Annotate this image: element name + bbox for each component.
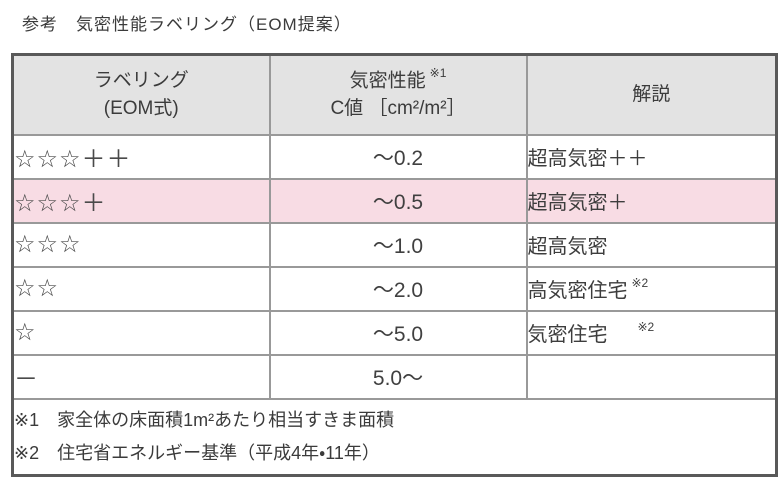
header-cvalue-title: 気密性能 (349, 70, 426, 92)
footnotes-row: ※1 家全体の床面積1m²あたり相当すきま面積 ※2 住宅省エネルギー基準（平成… (11, 397, 778, 477)
description-text: 超高気密＋＋ (527, 148, 648, 170)
cvalue: ～1.0 (268, 221, 528, 268)
description (525, 353, 778, 400)
rating-stars: ☆ (11, 309, 271, 356)
rating-stars: ☆☆☆ (11, 221, 271, 268)
table-row: － 5.0～ (11, 353, 778, 400)
cvalue: ～0.5 (268, 177, 528, 224)
description-text: 超高気密＋ (527, 192, 628, 214)
cvalue: ～2.0 (268, 265, 528, 312)
footnotes-cell: ※1 家全体の床面積1m²あたり相当すきま面積 ※2 住宅省エネルギー基準（平成… (11, 397, 778, 477)
description: 超高気密 (525, 221, 778, 268)
description: 超高気密＋＋ (525, 133, 778, 180)
cvalue: ～5.0 (268, 309, 528, 356)
header-cvalue: 気密性能 ※1 C値 ［cm²/m²］ (268, 53, 528, 136)
footnote-2: ※2 住宅省エネルギー基準（平成4年・11年） (14, 442, 380, 463)
note-ref-2: ※2 (631, 276, 649, 291)
rating-stars: ☆☆☆＋＋ (11, 133, 271, 180)
footnote-1: ※1 家全体の床面積1m²あたり相当すきま面積 (14, 410, 395, 431)
description-text: 超高気密 (527, 236, 608, 258)
rating-stars: ☆☆☆＋ (11, 177, 271, 224)
note-ref-2: ※2 (637, 320, 655, 335)
table-header-row: ラベリング (EOM式) 気密性能 ※1 C値 ［cm²/m²］ 解説 (11, 53, 778, 136)
cvalue: 5.0～ (268, 353, 528, 400)
description-text: 高気密住宅 (527, 280, 628, 302)
page-title: 参考 気密性能ラベリング（EOM提案） (22, 15, 352, 34)
header-cvalue-line2: C値 ［cm²/m²］ (330, 97, 466, 119)
header-description: 解説 (525, 53, 778, 136)
description: 超高気密＋ (525, 177, 778, 224)
table-row: ☆☆ ～2.0 高気密住宅 ※2 (11, 265, 778, 312)
table-row: ☆ ～5.0 気密住宅 ※2 (11, 309, 778, 356)
rating-none-dash: － (11, 353, 271, 400)
airtightness-labeling-table: ラベリング (EOM式) 気密性能 ※1 C値 ［cm²/m²］ 解説 ☆☆☆＋＋… (11, 53, 778, 477)
table-row: ☆☆☆＋ ～0.5 超高気密＋ (11, 177, 778, 224)
table-row: ☆☆☆＋＋ ～0.2 超高気密＋＋ (11, 133, 778, 180)
table-row: ☆☆☆ ～1.0 超高気密 (11, 221, 778, 268)
description: 気密住宅 ※2 (525, 309, 778, 356)
header-labeling-line1: ラベリング (93, 70, 189, 92)
rating-stars: ☆☆ (11, 265, 271, 312)
description-text: 気密住宅 (527, 324, 608, 346)
cvalue: ～0.2 (268, 133, 528, 180)
description: 高気密住宅 ※2 (525, 265, 778, 312)
note-ref-1: ※1 (429, 66, 447, 81)
header-labeling-line2: (EOM式) (103, 97, 179, 119)
header-cvalue-line1: 気密性能 ※1 (271, 66, 526, 95)
header-labeling: ラベリング (EOM式) (11, 53, 271, 136)
